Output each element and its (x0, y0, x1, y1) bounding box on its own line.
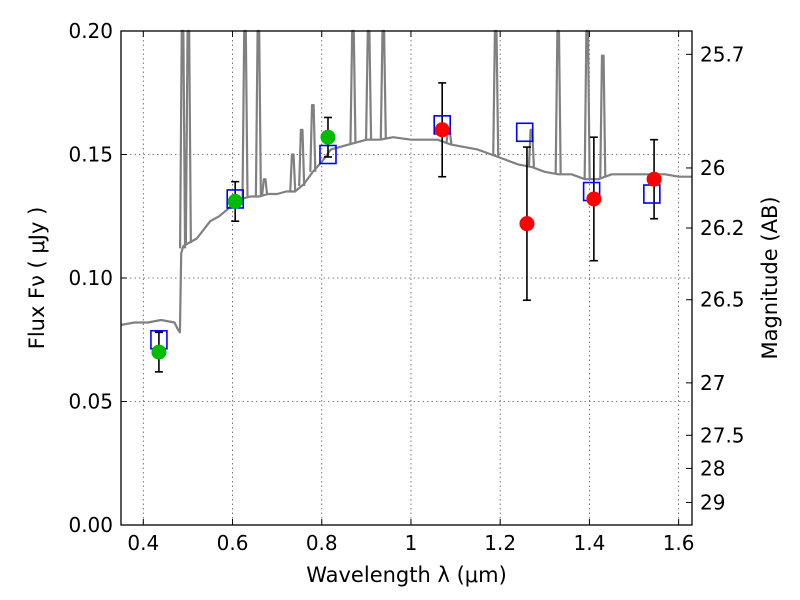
spectrum-emission-line (309, 104, 317, 172)
model-photometry-square (643, 184, 661, 204)
observed-photometry-points (151, 122, 662, 360)
y2-tick-label: 25.7 (700, 42, 745, 66)
spectrum-emission-line (241, 29, 249, 198)
spectrum-emission-line (583, 29, 591, 180)
spectrum-emission-line (349, 29, 357, 144)
y2-tick-label: 28 (700, 456, 725, 480)
spectrum-emission-line (298, 128, 306, 187)
y-axis-label: Flux Fν ( μJy ) (25, 207, 49, 350)
spectrum-emission-line (254, 29, 262, 197)
spectrum-emission-line (599, 54, 607, 178)
observed-point (646, 171, 662, 187)
y2-tick-label: 26.2 (700, 216, 745, 240)
x-tick-label: 1.2 (484, 531, 516, 555)
observed-point (586, 191, 602, 207)
y2-tick-label: 29 (700, 490, 725, 514)
observed-point (227, 193, 243, 209)
model-photometry-square (319, 144, 337, 165)
error-bars (154, 82, 659, 373)
observed-point (519, 216, 535, 232)
model-spectrum (120, 29, 692, 334)
observed-point (434, 122, 450, 138)
y2-axis-label: Magnitude (AB) (758, 196, 782, 359)
spectrum-emission-line (178, 29, 187, 249)
x-tick-label: 1.4 (573, 531, 605, 555)
y-tick-label: 0.05 (68, 390, 113, 414)
y-tick-label: 0.15 (68, 143, 113, 167)
spectrum-emission-line (364, 29, 373, 140)
spectrum-emission-line (492, 29, 500, 157)
x-tick-label: 0.6 (217, 531, 249, 555)
y2-tick-label: 27 (700, 371, 725, 395)
axis-ticks: 0.4 0.6 0.8 1 1.2 1.4 1.6 0.00 0.05 0.10 0.15 0.20 2… (68, 19, 744, 555)
model-photometry-squares (150, 115, 661, 350)
x-tick-label: 1 (405, 531, 418, 555)
y-tick-label: 0.10 (68, 266, 113, 290)
observed-point (151, 344, 167, 360)
spectrum-continuum-line (120, 136, 692, 334)
spectrum-emission-line (527, 128, 536, 167)
model-photometry-square (515, 122, 534, 143)
y-tick-label: 0.20 (68, 19, 113, 43)
x-tick-label: 1.6 (663, 531, 695, 555)
spectrum-emission-line (379, 29, 387, 140)
x-tick-label: 0.8 (306, 531, 338, 555)
spectrum-emission-line (554, 29, 562, 175)
spectrum-emission-line (289, 153, 297, 192)
y-tick-label: 0.00 (68, 513, 113, 537)
spectrum-emission-line (261, 178, 269, 196)
spectrum-emission-line (184, 29, 192, 244)
observed-point (320, 129, 336, 145)
x-axis-label: Wavelength λ (μm) (306, 563, 507, 587)
x-tick-label: 0.4 (127, 531, 159, 555)
grid (121, 30, 692, 526)
y2-tick-label: 26 (700, 156, 725, 180)
y2-tick-label: 27.5 (700, 423, 745, 447)
y2-tick-label: 26.5 (700, 288, 745, 312)
